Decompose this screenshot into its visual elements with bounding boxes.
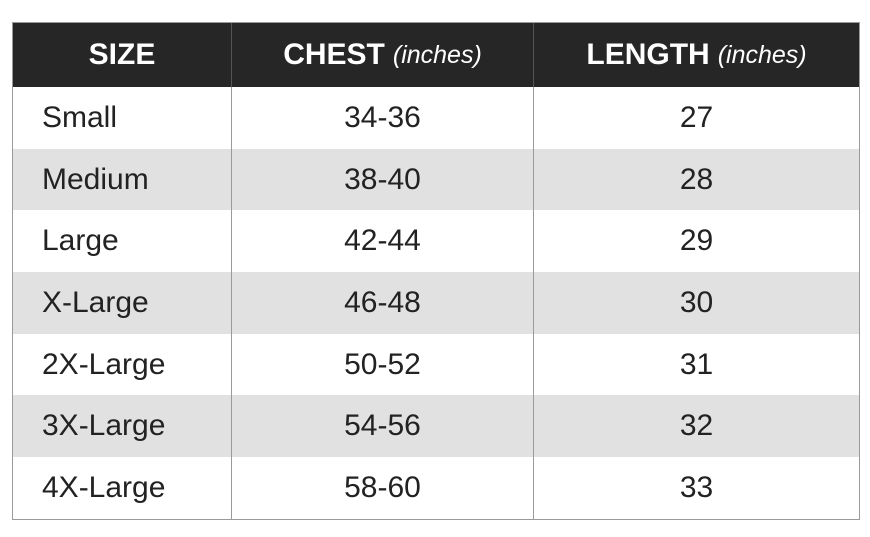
header-cell: LENGTH (inches) [534,23,859,87]
table-cell: 31 [679,347,714,381]
table-row: 3X-Large 54-56 32 [13,395,859,458]
size-table: SIZE CHEST (inches) LENGTH (inches) Small 34-3… [12,22,860,520]
table-cell: Small [13,87,232,149]
table-row: Medium 38-40 28 [13,148,859,211]
table-cell: 46-48 [232,272,534,334]
table-cell: Medium [13,148,232,211]
table-cell: 34-36 [232,87,534,149]
table-cell: 50-52 [232,333,534,396]
table-row: Large 42-44 29 [13,210,859,273]
header-text: SIZE [88,38,156,71]
header-text: CHEST [283,38,385,71]
table-cell: 33 [679,470,714,504]
table-cell: 42-44 [232,210,534,273]
table-row: 4X-Large 58-60 33 [13,457,859,519]
header-cell: CHEST (inches) [232,23,534,87]
table-cell: Large [13,210,232,273]
table-cell: 28 [679,162,714,196]
table-cell: 54-56 [232,395,534,458]
table-cell: 4X-Large [13,457,232,519]
table-cell: 58-60 [232,457,534,519]
table-cell: 2X-Large [13,333,232,396]
header-text: LENGTH [586,38,710,71]
table-cell: 3X-Large [13,395,232,458]
header-unit: (inches) [392,40,482,69]
header-cell: SIZE [13,23,232,87]
header-unit: (inches) [717,40,807,69]
table-cell: X-Large [13,272,232,334]
table-cell: 38-40 [232,148,534,211]
table-cell: 27 [679,100,714,134]
table-row: Small 34-36 27 [13,87,859,149]
table-cell: 29 [679,224,714,258]
table-row: 2X-Large 50-52 31 [13,333,859,396]
table-cell: 30 [679,285,714,319]
table-row: X-Large 46-48 30 [13,272,859,334]
header-row: SIZE CHEST (inches) LENGTH (inches) [13,23,859,87]
table-cell: 32 [679,409,714,443]
